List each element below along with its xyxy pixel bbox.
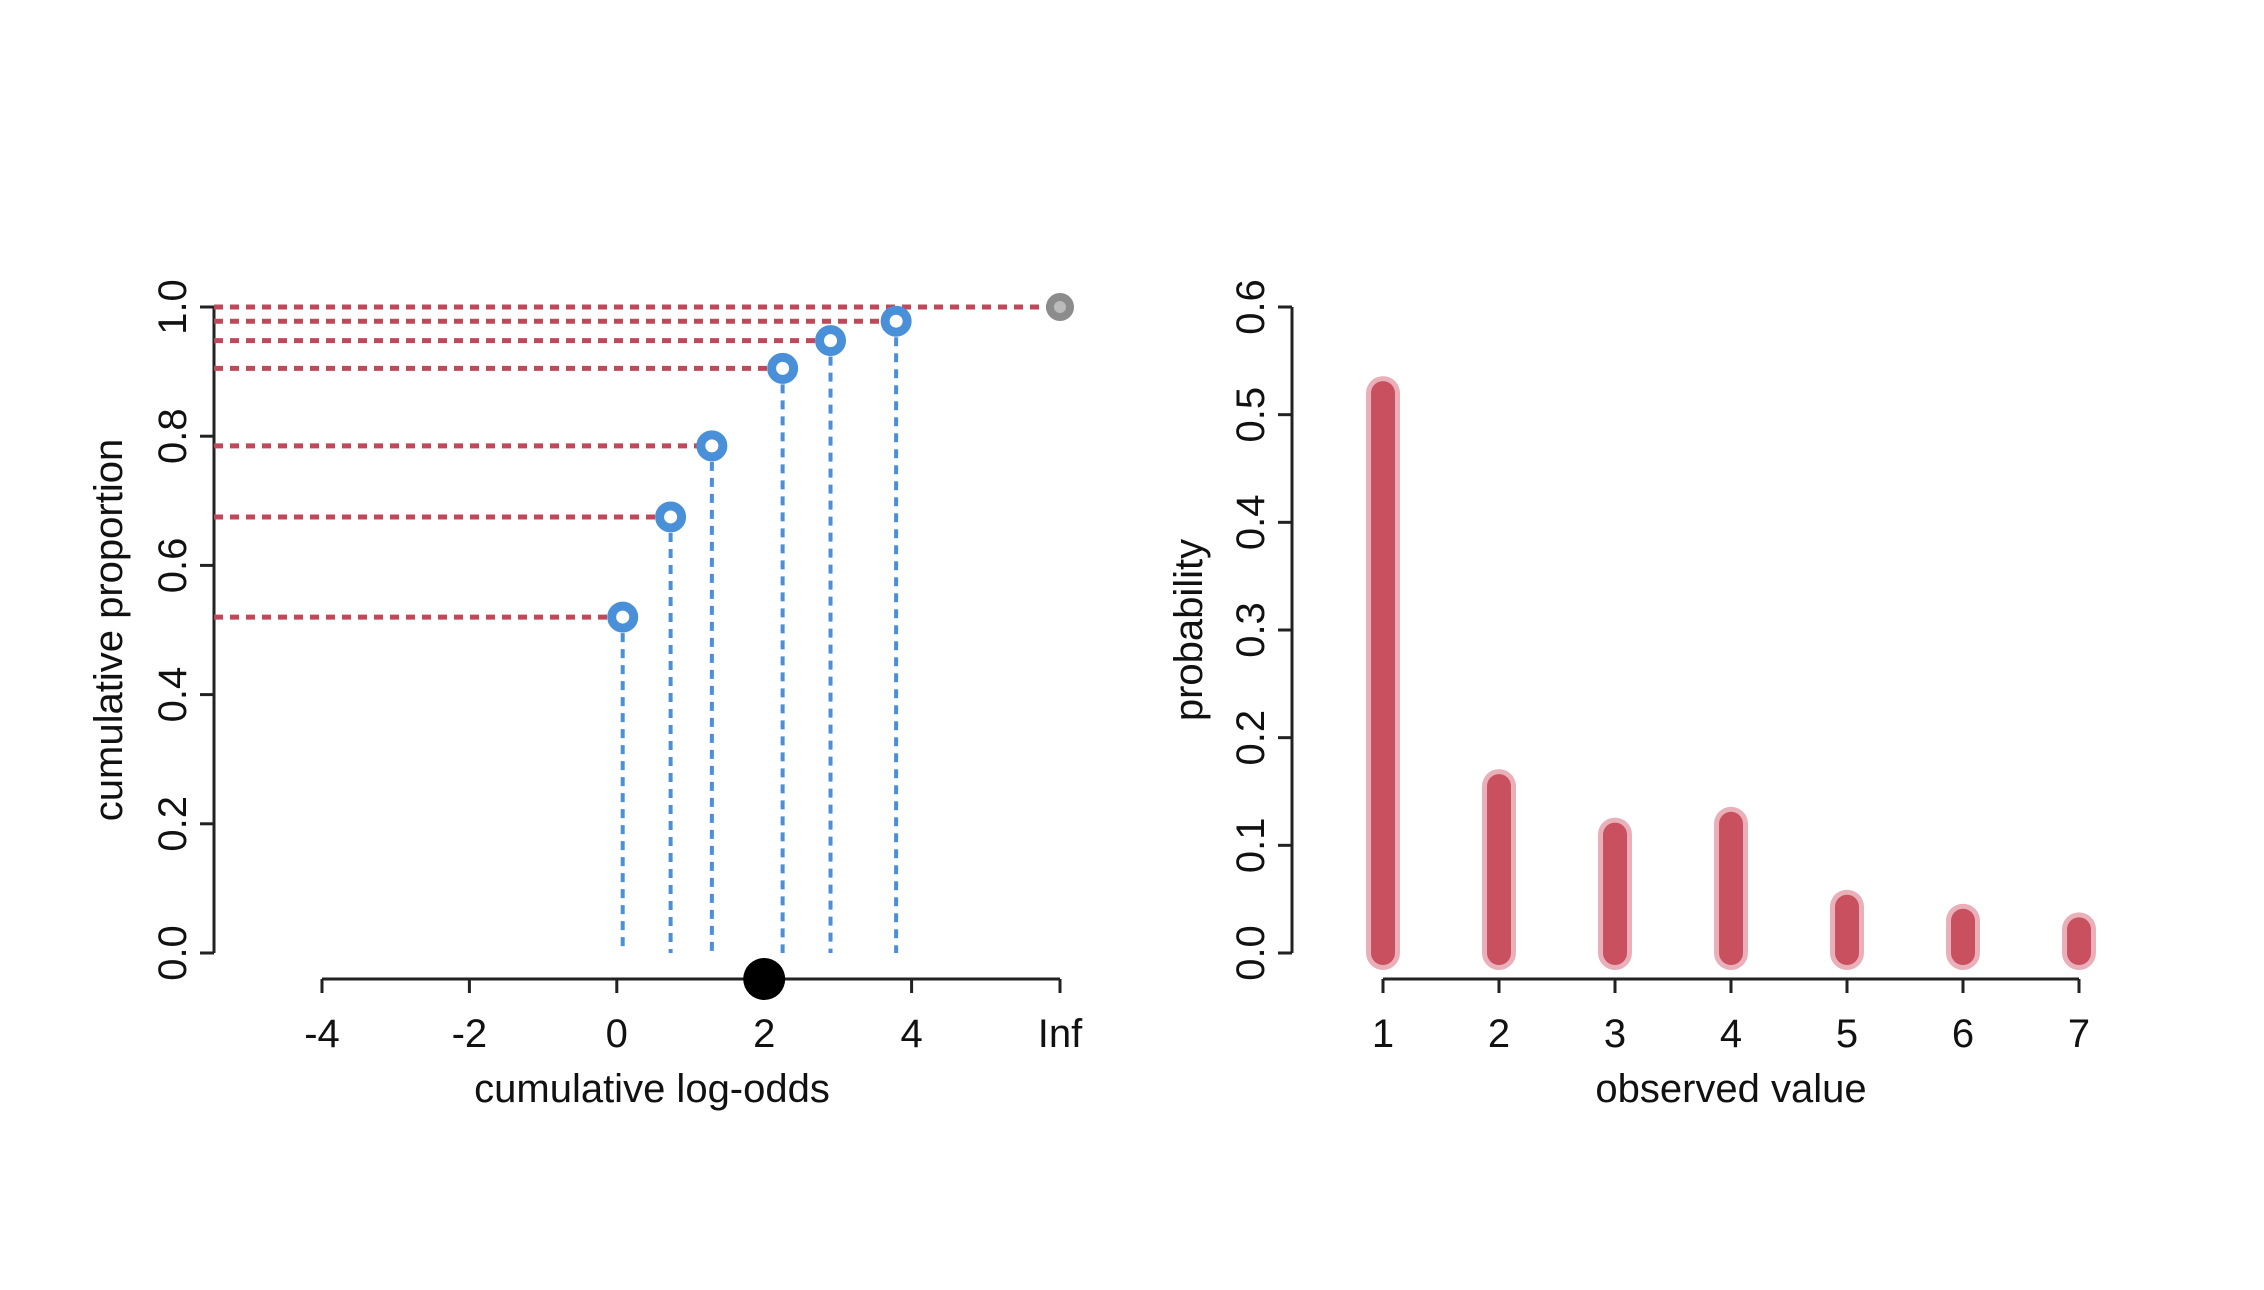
left-y-tick-label: 0.6 [151, 538, 195, 594]
axis-marker-point [743, 958, 786, 1000]
cumulative-logodds-plot: cumulative log-odds cumulative proportio… [87, 279, 1083, 1111]
cumulative-point [607, 601, 639, 633]
left-y-tick-label: 0.4 [151, 667, 195, 723]
cumulative-point [880, 305, 912, 337]
left-x-tick-label: Inf [1038, 1012, 1083, 1056]
cumulative-point [696, 430, 728, 462]
right-x-tick-label: 4 [1720, 1012, 1742, 1056]
right-x-tick-label: 5 [1836, 1012, 1858, 1056]
left-y-tick-label: 0.0 [151, 925, 195, 981]
cumulative-point [655, 501, 687, 533]
right-x-axis-label: observed value [1595, 1067, 1866, 1111]
left-x-tick-label: -2 [452, 1012, 488, 1056]
cumulative-point [815, 325, 847, 357]
left-y-tick-label: 1.0 [151, 279, 195, 335]
right-y-tick-label: 0.2 [1229, 710, 1273, 766]
probability-bar-plot: observed value probability 0.0 0.1 0.2 0.3 0… [1167, 279, 2096, 1111]
left-x-tick-label: -4 [304, 1012, 340, 1056]
right-x-tick-label: 2 [1488, 1012, 1510, 1056]
cumulative-point [767, 352, 799, 384]
right-x-tick-label: 7 [2068, 1012, 2090, 1056]
right-y-tick-label: 0.3 [1229, 602, 1273, 658]
left-y-tick-label: 0.2 [151, 796, 195, 852]
right-y-axis-label: probability [1167, 539, 1211, 721]
right-y-tick-label: 0.5 [1229, 387, 1273, 443]
right-y-tick-label: 0.4 [1229, 495, 1273, 551]
right-x-tick-label: 1 [1372, 1012, 1394, 1056]
left-y-axis-label: cumulative proportion [87, 439, 131, 821]
left-x-tick-label: 2 [753, 1012, 775, 1056]
right-y-tick-label: 0.6 [1229, 279, 1273, 335]
left-x-tick-label: 0 [606, 1012, 628, 1056]
right-x-tick-label: 6 [1952, 1012, 1974, 1056]
right-y-tick-label: 0.1 [1229, 818, 1273, 874]
left-x-axis-label: cumulative log-odds [474, 1067, 830, 1111]
inf-point [1046, 293, 1074, 321]
right-y-tick-label: 0.0 [1229, 925, 1273, 981]
right-x-tick-label: 3 [1604, 1012, 1626, 1056]
left-y-tick-label: 0.8 [151, 408, 195, 464]
left-x-tick-label: 4 [900, 1012, 922, 1056]
